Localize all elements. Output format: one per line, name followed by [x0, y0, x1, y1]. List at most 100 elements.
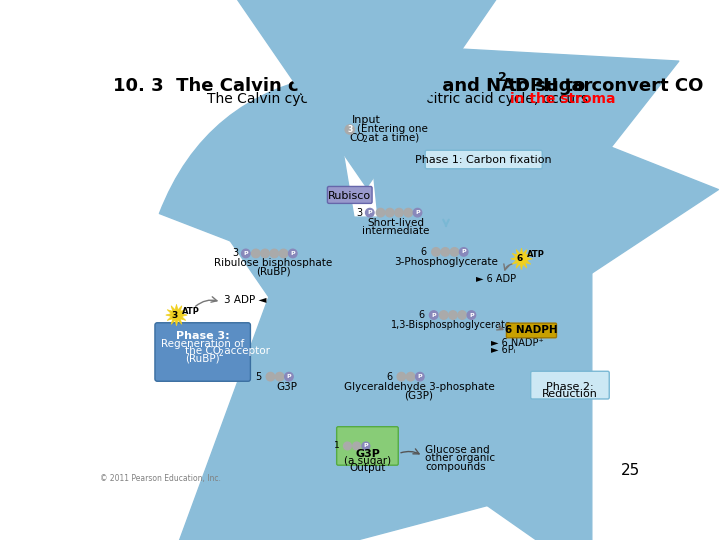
- Circle shape: [404, 208, 413, 217]
- Text: The Calvin cycle: similar to the citric acid cycle, occurs: The Calvin cycle: similar to the citric …: [207, 92, 593, 106]
- FancyBboxPatch shape: [506, 323, 557, 338]
- Text: Rubisco: Rubisco: [328, 191, 372, 201]
- Circle shape: [449, 311, 457, 319]
- Circle shape: [458, 311, 467, 319]
- Text: 1,3-Bisphosphoglycerate: 1,3-Bisphosphoglycerate: [391, 320, 512, 330]
- Circle shape: [270, 249, 279, 258]
- Circle shape: [279, 249, 288, 258]
- Circle shape: [343, 442, 351, 450]
- Text: in the stroma: in the stroma: [510, 92, 616, 106]
- Circle shape: [353, 442, 361, 450]
- Text: Glyceraldehyde 3-phosphate: Glyceraldehyde 3-phosphate: [343, 382, 495, 392]
- Circle shape: [413, 208, 422, 217]
- Text: ► 6Pᵢ: ► 6Pᵢ: [490, 346, 516, 355]
- Text: P: P: [469, 313, 474, 318]
- Text: ► 6 NADP⁺: ► 6 NADP⁺: [490, 338, 544, 348]
- Circle shape: [261, 249, 269, 258]
- Text: Phase 1: Carbon fixation: Phase 1: Carbon fixation: [415, 156, 552, 165]
- Text: ATP: ATP: [182, 307, 199, 316]
- Text: 2: 2: [218, 349, 222, 358]
- FancyBboxPatch shape: [531, 372, 609, 399]
- Text: P: P: [287, 374, 291, 379]
- Text: (RuBP): (RuBP): [185, 354, 220, 364]
- Text: (a sugar): (a sugar): [344, 456, 391, 467]
- Text: Reduction: Reduction: [542, 389, 598, 400]
- Text: ATP: ATP: [527, 251, 545, 260]
- Text: 1: 1: [334, 442, 340, 450]
- Circle shape: [429, 311, 438, 319]
- Text: Input: Input: [352, 115, 381, 125]
- Text: G3P: G3P: [355, 449, 380, 460]
- Text: 3-Phosphoglycerate: 3-Phosphoglycerate: [394, 257, 498, 267]
- Text: 3: 3: [232, 248, 238, 259]
- Text: Ribulose bisphosphate: Ribulose bisphosphate: [215, 259, 333, 268]
- Circle shape: [415, 373, 424, 381]
- Polygon shape: [166, 304, 187, 326]
- Text: P: P: [364, 443, 368, 448]
- Text: Phase 2:: Phase 2:: [546, 382, 594, 392]
- Text: Short-lived: Short-lived: [367, 218, 425, 228]
- FancyBboxPatch shape: [155, 323, 251, 381]
- Circle shape: [251, 249, 260, 258]
- Text: P: P: [415, 210, 420, 215]
- Text: 3: 3: [356, 208, 363, 218]
- Text: 6: 6: [386, 372, 392, 382]
- Circle shape: [467, 311, 476, 319]
- Text: (Entering one: (Entering one: [356, 125, 428, 134]
- Circle shape: [242, 249, 250, 258]
- Text: Cycle: Cycle: [348, 303, 390, 319]
- Text: 5: 5: [255, 372, 261, 382]
- Text: CO: CO: [350, 133, 365, 143]
- Circle shape: [377, 208, 384, 217]
- FancyBboxPatch shape: [337, 427, 398, 465]
- Text: 6 NADPH: 6 NADPH: [505, 326, 558, 335]
- Text: compounds: compounds: [426, 462, 486, 472]
- Text: (RuBP): (RuBP): [256, 267, 291, 277]
- Text: Phase 3:: Phase 3:: [176, 331, 230, 341]
- FancyBboxPatch shape: [426, 150, 542, 168]
- Circle shape: [362, 442, 370, 450]
- Text: P: P: [431, 313, 436, 318]
- Text: Glucose and: Glucose and: [426, 445, 490, 455]
- Polygon shape: [510, 248, 532, 269]
- Text: Calvin: Calvin: [346, 292, 392, 307]
- Text: P: P: [418, 374, 422, 379]
- Text: at a time): at a time): [365, 133, 419, 143]
- Circle shape: [289, 249, 297, 258]
- Text: 3: 3: [347, 125, 352, 134]
- Text: 2: 2: [362, 135, 366, 144]
- Text: 3: 3: [172, 310, 178, 320]
- Text: (G3P): (G3P): [405, 390, 433, 400]
- Circle shape: [439, 311, 448, 319]
- Text: Regeneration of: Regeneration of: [161, 339, 244, 348]
- Text: 6: 6: [418, 310, 425, 320]
- Circle shape: [441, 248, 449, 256]
- Circle shape: [366, 208, 374, 217]
- Text: 10. 3  The Calvin cycle uses ATP and NADPH to convert CO: 10. 3 The Calvin cycle uses ATP and NADP…: [113, 77, 703, 95]
- Circle shape: [276, 373, 284, 381]
- Circle shape: [432, 248, 440, 256]
- Text: 3 ADP ◄: 3 ADP ◄: [224, 295, 266, 305]
- Circle shape: [385, 208, 394, 217]
- Circle shape: [450, 248, 459, 256]
- Text: to sugar: to sugar: [503, 77, 593, 95]
- Text: 2: 2: [498, 71, 506, 84]
- Circle shape: [406, 373, 415, 381]
- Text: P: P: [243, 251, 248, 256]
- Circle shape: [284, 373, 293, 381]
- Circle shape: [266, 373, 274, 381]
- Circle shape: [459, 248, 468, 256]
- Text: 6: 6: [517, 254, 523, 264]
- Text: P: P: [462, 249, 466, 254]
- Text: P: P: [290, 251, 295, 256]
- Text: © 2011 Pearson Education, Inc.: © 2011 Pearson Education, Inc.: [99, 474, 220, 483]
- Text: other organic: other organic: [426, 453, 495, 463]
- Circle shape: [395, 208, 403, 217]
- Text: intermediate: intermediate: [362, 226, 430, 236]
- Text: Output: Output: [349, 463, 386, 473]
- Circle shape: [345, 125, 354, 134]
- Text: ► 6 ADP: ► 6 ADP: [476, 274, 516, 284]
- FancyBboxPatch shape: [328, 186, 372, 204]
- Circle shape: [397, 373, 405, 381]
- Text: acceptor: acceptor: [221, 346, 270, 356]
